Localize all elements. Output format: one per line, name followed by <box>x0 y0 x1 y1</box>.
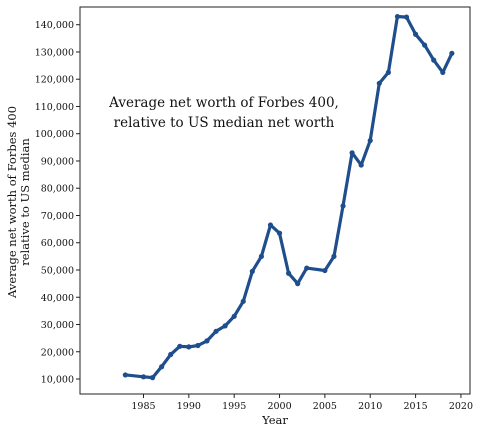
y-axis-title-line-1: Average net worth of Forbes 400 <box>5 106 19 299</box>
data-point <box>204 338 210 344</box>
chart-annotation-line-2: relative to US median net worth <box>114 115 335 131</box>
data-point <box>394 13 401 20</box>
data-point <box>286 270 292 276</box>
data-point <box>376 80 382 86</box>
data-point <box>331 253 337 259</box>
data-point <box>431 57 437 63</box>
data-point <box>122 372 128 378</box>
data-point <box>304 265 310 271</box>
data-point <box>349 150 355 156</box>
y-tick-label: 110,000 <box>35 102 74 113</box>
x-tick-label: 2000 <box>267 401 291 412</box>
y-tick-label: 140,000 <box>35 20 74 31</box>
x-tick-label: 2005 <box>313 401 337 412</box>
data-point <box>267 222 274 228</box>
series-layer <box>122 13 455 381</box>
data-point <box>322 267 328 274</box>
y-tick-label: 100,000 <box>35 129 74 140</box>
x-tick-label: 2015 <box>403 401 427 412</box>
x-tick-label: 1990 <box>177 401 201 412</box>
y-axis-title: Average net worth of Forbes 400 relative… <box>5 106 32 299</box>
data-point <box>177 343 183 349</box>
data-point <box>195 342 201 349</box>
y-axis-ticks: 10,000 20,000 30,000 40,000 50,000 60,000 70,0… <box>35 20 80 386</box>
y-tick-label: 130,000 <box>35 47 74 58</box>
data-point <box>449 50 455 56</box>
data-point <box>440 69 446 76</box>
x-tick-label: 1995 <box>222 401 246 412</box>
data-point <box>367 137 373 144</box>
y-tick-label: 120,000 <box>35 75 74 86</box>
data-point <box>186 344 192 350</box>
x-tick-label: 2020 <box>449 401 473 412</box>
data-point <box>249 268 255 274</box>
data-point <box>258 253 264 259</box>
series-line <box>123 14 454 380</box>
y-tick-label: 70,000 <box>41 211 74 222</box>
data-point <box>358 162 364 168</box>
data-point <box>149 375 156 381</box>
data-point <box>340 203 346 209</box>
data-point <box>213 328 219 334</box>
y-tick-label: 80,000 <box>41 184 74 195</box>
x-axis-ticks: 1985 1990 1995 2000 2005 2010 2015 2020 <box>131 394 473 412</box>
data-point <box>240 298 246 304</box>
data-point <box>422 42 428 48</box>
y-tick-label: 50,000 <box>41 265 74 276</box>
y-tick-label: 40,000 <box>41 293 74 304</box>
y-tick-label: 90,000 <box>41 156 74 167</box>
data-point <box>140 374 147 380</box>
data-point <box>403 14 410 20</box>
x-tick-label: 1985 <box>131 401 155 412</box>
y-tick-label: 10,000 <box>41 375 74 386</box>
data-point <box>412 31 419 37</box>
y-tick-label: 30,000 <box>41 320 74 331</box>
plot-frame <box>79 6 471 395</box>
chart-annotation-line-1: Average net worth of Forbes 400, <box>108 95 339 111</box>
y-tick-label: 20,000 <box>41 347 74 358</box>
data-point <box>276 230 283 236</box>
data-point <box>231 313 237 319</box>
y-tick-label: 60,000 <box>41 238 74 249</box>
data-point <box>385 69 391 76</box>
data-point <box>168 351 174 358</box>
x-tick-label: 2010 <box>358 401 382 412</box>
x-axis-title: Year <box>261 413 288 427</box>
y-axis-title-line-2: relative to US median <box>18 138 32 266</box>
data-point <box>159 364 165 370</box>
data-point <box>295 281 301 287</box>
data-point <box>222 323 228 329</box>
